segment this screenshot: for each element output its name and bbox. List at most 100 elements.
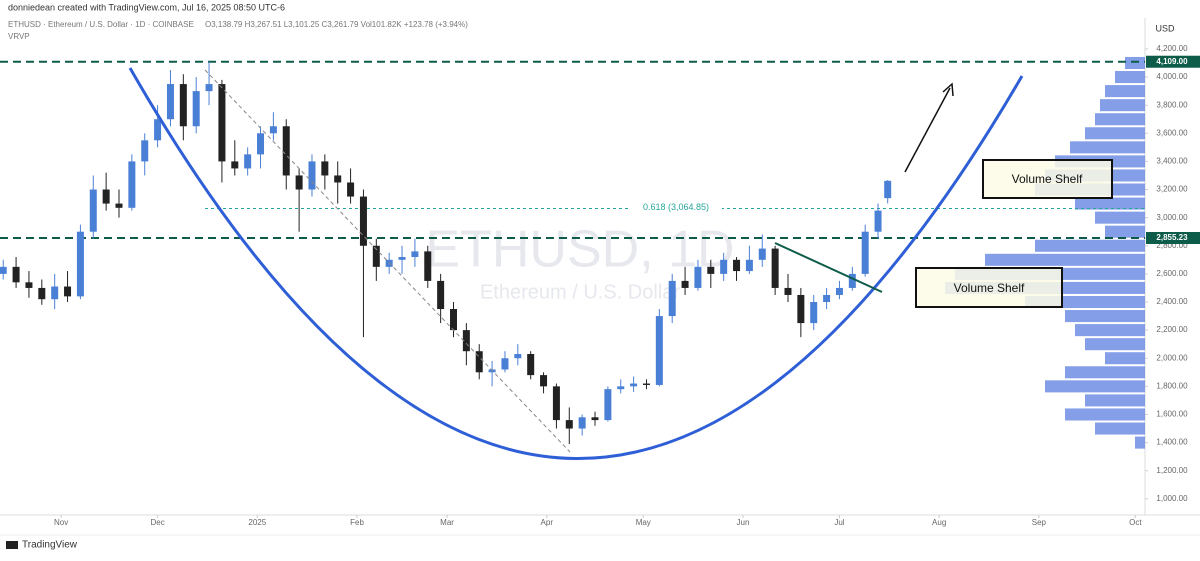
candle-body — [733, 259, 741, 272]
candle-body — [784, 287, 792, 295]
profile-bar — [1095, 113, 1145, 126]
candle-body — [398, 257, 406, 260]
candle-body — [76, 231, 84, 297]
candle-body — [269, 126, 277, 134]
brand-logo — [6, 541, 18, 549]
x-tick-label: Sep — [1032, 518, 1047, 527]
x-tick-label: Mar — [440, 518, 454, 527]
x-tick-label: 2025 — [248, 518, 266, 527]
y-tick-label: 4,000.00 — [1156, 72, 1188, 81]
candle-body — [565, 420, 573, 429]
profile-bar — [1115, 71, 1145, 84]
candle-body — [25, 282, 33, 288]
candle-body — [231, 161, 239, 169]
x-tick-label: Feb — [350, 518, 364, 527]
profile-bar — [1105, 85, 1145, 98]
y-tick-label: 2,000.00 — [1156, 353, 1188, 362]
candle-body — [475, 351, 483, 373]
candle-body — [861, 231, 869, 274]
level-label: 2,855.23 — [1156, 233, 1188, 242]
fib-label: 0.618 (3,064.85) — [643, 202, 709, 212]
candle-body — [552, 386, 560, 421]
candle-body — [437, 280, 445, 310]
x-tick-label: May — [636, 518, 651, 527]
y-tick-label: 1,200.00 — [1156, 466, 1188, 475]
x-tick-label: Oct — [1129, 518, 1142, 527]
profile-bar — [1075, 324, 1145, 337]
profile-bar — [1035, 239, 1145, 252]
profile-bar — [1095, 422, 1145, 435]
candle-body — [604, 389, 612, 421]
trendline — [774, 242, 883, 293]
candle-body — [540, 375, 548, 387]
y-tick-label: 3,600.00 — [1156, 128, 1188, 137]
candle-body — [720, 259, 728, 274]
candle-body — [295, 175, 303, 190]
x-tick-label: Apr — [541, 518, 554, 527]
candle-body — [218, 84, 226, 162]
profile-bar — [1135, 436, 1145, 449]
watermark: ETHUSD, 1D — [425, 221, 734, 279]
candle-body — [835, 287, 843, 295]
profile-bar — [1075, 197, 1145, 210]
profile-bar — [1105, 225, 1145, 238]
volume-profile — [945, 56, 1145, 449]
candle-body — [257, 133, 265, 155]
candle-body — [424, 251, 432, 281]
x-tick-label: Dec — [150, 518, 164, 527]
profile-bar — [1085, 338, 1145, 351]
candle-body — [141, 140, 149, 162]
candle-body — [758, 248, 766, 260]
candle-body — [591, 417, 599, 421]
currency: USD — [1155, 23, 1175, 33]
arrow-head — [942, 82, 954, 97]
watermark-sub: Ethereum / U.S. Dollar — [480, 281, 680, 303]
profile-bar — [1065, 310, 1145, 323]
candle-body — [745, 259, 753, 272]
x-tick-label: Nov — [54, 518, 68, 527]
candle-body — [681, 280, 689, 288]
candle-body — [308, 161, 316, 190]
candle-body — [668, 280, 676, 317]
candle-body — [884, 180, 892, 199]
candle-body — [501, 358, 509, 370]
candle-body — [51, 286, 59, 300]
y-tick-label: 3,200.00 — [1156, 185, 1188, 194]
profile-bar — [1045, 380, 1145, 393]
candle-body — [334, 175, 342, 183]
profile-bar — [1065, 366, 1145, 379]
y-tick-label: 1,600.00 — [1156, 410, 1188, 419]
annotation: Volume Shelf — [1012, 172, 1083, 186]
y-tick-label: 2,200.00 — [1156, 325, 1188, 334]
x-tick-label: Aug — [932, 518, 946, 527]
arrow — [904, 87, 951, 173]
candle-body — [244, 154, 252, 169]
profile-bar — [1085, 127, 1145, 140]
candle-body — [810, 302, 818, 324]
candle-body — [578, 417, 586, 429]
candle-body — [797, 294, 805, 324]
candle-body — [694, 266, 702, 288]
profile-bar — [1125, 56, 1145, 70]
y-tick-label: 2,800.00 — [1156, 241, 1188, 250]
profile-bar — [1105, 352, 1145, 365]
candle-body — [64, 286, 72, 297]
y-tick-label: 1,800.00 — [1156, 381, 1188, 390]
candle-body — [823, 294, 831, 302]
candle-body — [154, 119, 162, 141]
candle-body — [205, 84, 213, 92]
candle-body — [12, 266, 20, 283]
candle-body — [347, 182, 355, 197]
y-tick-label: 2,600.00 — [1156, 269, 1188, 278]
candle-body — [192, 91, 200, 127]
fib-label-bg — [630, 201, 722, 214]
candle-body — [617, 386, 625, 390]
cup-curve — [128, 67, 1024, 460]
profile-bar — [1065, 408, 1145, 421]
profile-bar — [1095, 211, 1145, 224]
candle-body — [411, 251, 419, 258]
x-tick-label: Jul — [834, 518, 844, 527]
level-tag — [1146, 55, 1200, 68]
candle-body — [321, 161, 329, 176]
